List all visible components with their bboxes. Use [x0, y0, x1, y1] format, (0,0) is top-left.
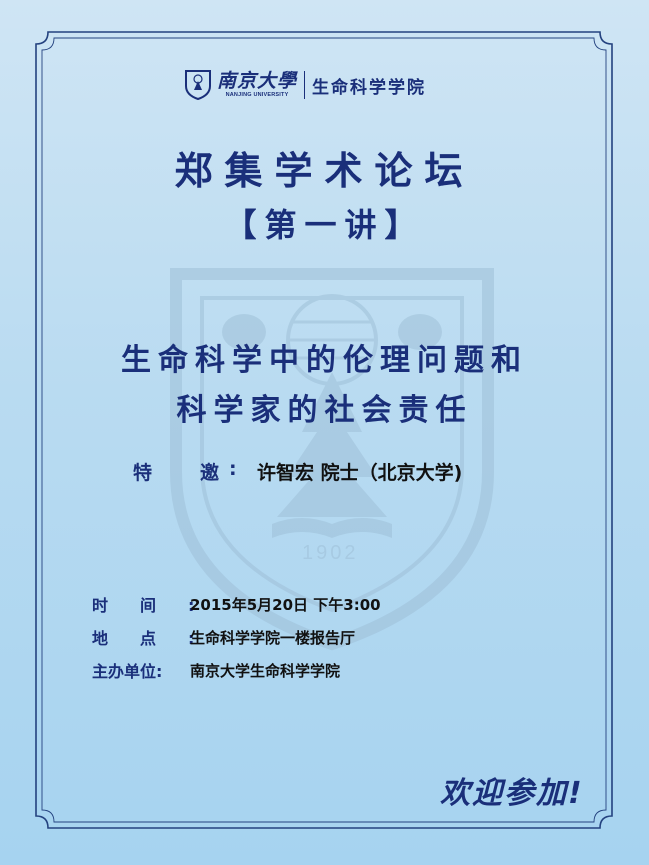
logo-divider: [304, 71, 306, 99]
organizer-label: 主办单位:: [92, 662, 163, 681]
time-value: 2015年5月20日 下午3:00: [190, 596, 381, 614]
topic-line-2: 科学家的社会责任: [176, 393, 473, 428]
organizer-value: 南京大学生命科学学院: [190, 662, 341, 680]
university-name: 南京大學: [217, 69, 298, 92]
location-value: 生命科学学院一楼报告厅: [190, 629, 356, 647]
welcome-text: 欢迎参加!: [440, 776, 584, 811]
topic-line-1: 生命科学中的伦理问题和: [121, 343, 528, 378]
guest-colon: :: [229, 458, 237, 480]
school-name: 生命科学学院: [312, 77, 427, 98]
lecture-number: 【第一讲】: [224, 206, 425, 244]
university-name-en: NANJING UNIVERSITY: [225, 91, 289, 98]
guest-label: 特邀: [133, 462, 268, 484]
nanjing-university-emblem-icon: [185, 70, 211, 100]
header-logo: 南京大學 NANJING UNIVERSITY 生命科学学院: [185, 66, 426, 104]
decorative-border-frame: [34, 30, 614, 830]
watermark-year: 1902: [302, 542, 359, 564]
time-label: 时间:: [92, 596, 227, 615]
forum-title: 郑集学术论坛: [174, 149, 475, 193]
guest-name: 许智宏 院士（北京大学): [257, 462, 463, 484]
nanjing-university-seal-watermark-icon: 1902: [162, 262, 502, 652]
university-wordmark: 南京大學 NANJING UNIVERSITY: [217, 69, 298, 99]
location-label: 地点:: [92, 629, 227, 648]
